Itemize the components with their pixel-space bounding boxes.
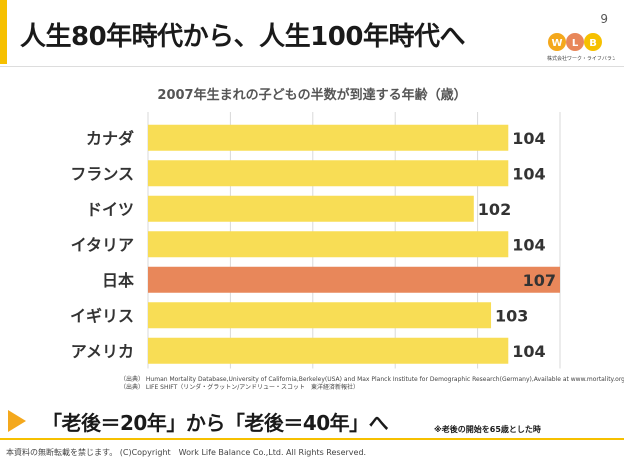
data-label: 104 bbox=[512, 235, 545, 254]
data-label: 104 bbox=[512, 129, 545, 148]
arrow-right-icon bbox=[8, 410, 26, 432]
copyright-text: 本資料の無断転載を禁じます。 (C)Copyright Work Life Ba… bbox=[6, 448, 367, 457]
category-label: アメリカ bbox=[71, 342, 134, 361]
svg-text:B: B bbox=[589, 38, 597, 49]
key-message: 「老後＝20年」から「老後＝40年」へ bbox=[42, 411, 389, 435]
bar bbox=[148, 195, 474, 222]
category-label: イギリス bbox=[70, 306, 134, 325]
category-label: フランス bbox=[70, 164, 134, 183]
data-label: 103 bbox=[495, 306, 528, 325]
company-logo: W L B 株式会社ワーク・ライフバランス bbox=[547, 33, 615, 62]
data-label: 104 bbox=[512, 342, 545, 361]
category-label: イタリア bbox=[71, 235, 134, 254]
title-accent-bar bbox=[0, 0, 7, 64]
category-label: 日本 bbox=[102, 271, 134, 290]
data-label: 102 bbox=[478, 200, 511, 219]
page-number: 9 bbox=[600, 12, 608, 26]
sources-block: （出典） Human Mortality Database,University… bbox=[120, 376, 624, 392]
category-label: ドイツ bbox=[86, 200, 134, 219]
svg-text:L: L bbox=[572, 38, 579, 49]
footer-divider bbox=[0, 438, 624, 440]
source-line-2: （出典） LIFE SHIFT（リンダ・グラットン/アンドリュー・スコット 東洋… bbox=[120, 384, 360, 391]
bar bbox=[148, 302, 492, 329]
svg-text:株式会社ワーク・ライフバランス: 株式会社ワーク・ライフバランス bbox=[547, 55, 615, 62]
chart-title: 2007年生まれの子どもの半数が到達する年齢（歳） bbox=[157, 88, 467, 103]
bar bbox=[148, 337, 509, 364]
bar bbox=[148, 124, 509, 151]
category-label: カナダ bbox=[86, 129, 134, 148]
bar bbox=[148, 231, 509, 258]
bar bbox=[148, 266, 560, 293]
svg-text:W: W bbox=[551, 38, 562, 49]
data-label: 107 bbox=[523, 271, 556, 290]
source-line-1: （出典） Human Mortality Database,University… bbox=[120, 376, 624, 383]
key-message-note: ※老後の開始を65歳とした時 bbox=[434, 425, 541, 434]
slide-title: 人生80年時代から、人生100年時代へ bbox=[20, 22, 465, 52]
title-divider bbox=[0, 66, 624, 67]
data-label: 104 bbox=[512, 164, 545, 183]
bar bbox=[148, 160, 509, 187]
